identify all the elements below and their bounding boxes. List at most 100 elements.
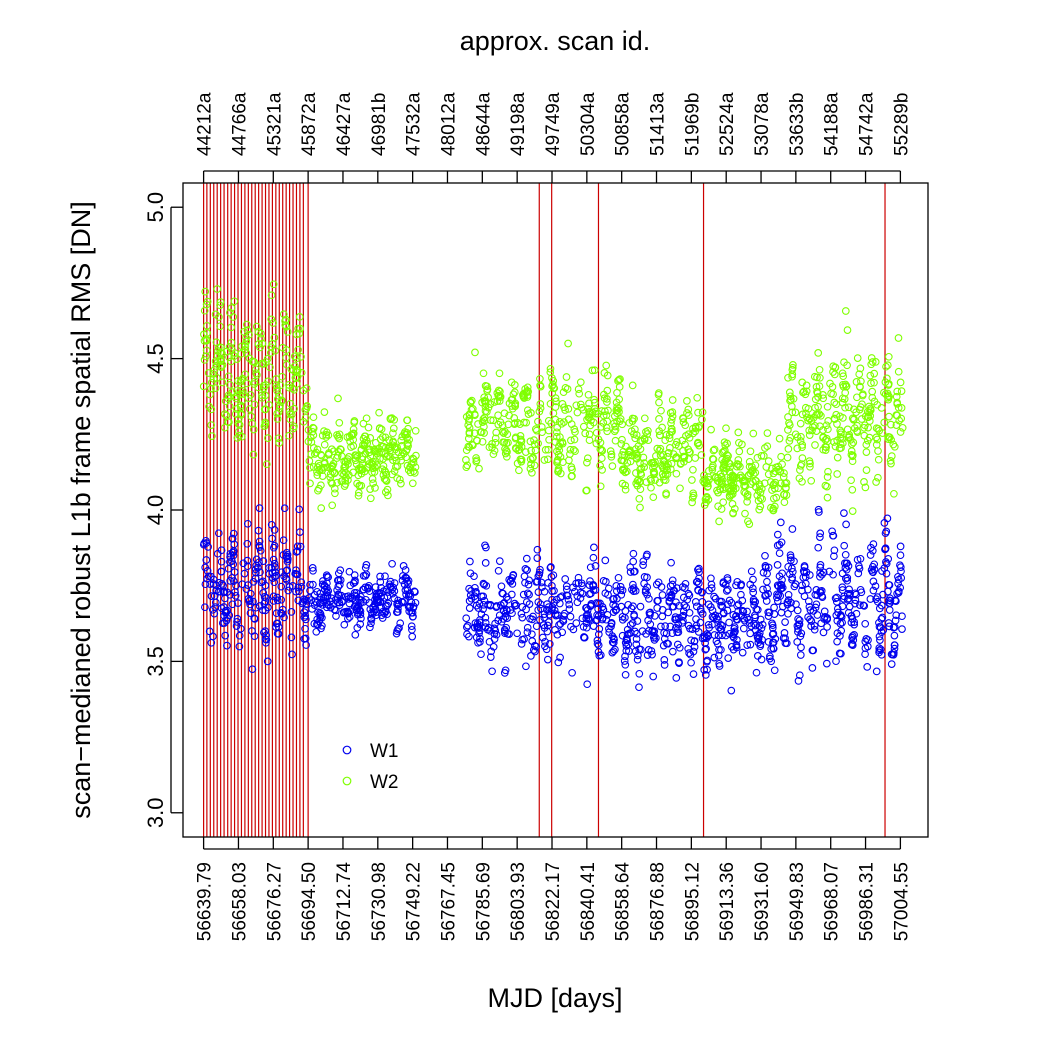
point-w2	[224, 372, 233, 381]
point-w1	[320, 585, 329, 594]
point-w2	[412, 451, 420, 460]
point-w1	[746, 640, 755, 649]
point-w1	[770, 603, 778, 612]
point-w2	[616, 415, 625, 423]
x-tick-label: 56913.36	[717, 862, 738, 941]
point-w2	[795, 474, 804, 483]
point-w2	[357, 445, 366, 454]
x-tick-label: 56876.88	[648, 862, 669, 941]
point-w2	[411, 463, 420, 472]
point-w2	[831, 363, 840, 372]
point-w1	[627, 604, 636, 613]
point-w2	[565, 456, 573, 465]
point-w1	[482, 543, 490, 552]
point-w1	[382, 602, 390, 611]
point-w1	[705, 586, 713, 595]
point-w1	[812, 586, 821, 594]
point-w2	[722, 464, 731, 473]
point-w1	[269, 597, 278, 605]
point-w1	[894, 588, 903, 597]
point-w2	[704, 473, 713, 481]
point-w1	[621, 670, 630, 679]
point-w1	[594, 599, 603, 608]
point-w2	[510, 381, 519, 389]
point-w2	[618, 479, 627, 488]
point-w1	[730, 624, 739, 633]
point-w2	[564, 339, 572, 348]
point-w2	[720, 446, 729, 455]
point-w2	[606, 447, 615, 455]
point-w2	[647, 483, 655, 492]
point-w1	[589, 553, 598, 562]
point-w2	[207, 405, 216, 414]
point-w1	[350, 571, 359, 579]
point-w1	[816, 561, 825, 569]
point-w1	[688, 625, 697, 633]
point-w2	[813, 389, 822, 397]
point-w1	[884, 580, 893, 589]
point-w1	[263, 657, 272, 666]
point-w1	[467, 594, 476, 603]
point-w2	[693, 439, 702, 448]
point-w2	[722, 424, 730, 433]
top-tick-label: 55289b	[891, 93, 912, 156]
point-w2	[743, 497, 751, 506]
point-w2	[644, 436, 653, 445]
point-w2	[231, 410, 240, 418]
point-w2	[296, 324, 305, 333]
point-w1	[687, 658, 695, 667]
point-w2	[780, 490, 789, 499]
point-w2	[860, 431, 869, 440]
point-w1	[681, 584, 689, 592]
point-w1	[805, 571, 814, 579]
point-w1	[869, 577, 878, 586]
point-w2	[228, 388, 237, 396]
point-w2	[370, 468, 379, 476]
point-w1	[411, 588, 419, 596]
top-axis-title: approx. scan id.	[460, 26, 651, 56]
point-w1	[798, 581, 806, 590]
point-w1	[593, 636, 602, 645]
point-w1	[497, 582, 506, 591]
point-w1	[318, 613, 326, 622]
point-w2	[685, 433, 694, 442]
point-w2	[841, 307, 850, 315]
point-w1	[320, 582, 329, 590]
point-w1	[667, 594, 675, 602]
point-w1	[472, 587, 480, 596]
point-w1	[381, 607, 390, 615]
point-w1	[808, 646, 817, 655]
point-w2	[870, 397, 879, 406]
point-w1	[646, 620, 655, 629]
point-w1	[882, 559, 891, 568]
point-w1	[381, 572, 389, 581]
point-w1	[747, 567, 756, 576]
point-w1	[228, 534, 237, 543]
point-w2	[375, 408, 383, 417]
point-w2	[842, 382, 851, 390]
point-w2	[541, 445, 550, 454]
point-w2	[821, 481, 830, 490]
point-w2	[556, 469, 565, 478]
point-w1	[534, 598, 543, 606]
point-w2	[728, 500, 737, 508]
point-w2	[819, 433, 827, 442]
point-w2	[725, 493, 734, 501]
point-w2	[632, 469, 640, 477]
point-w1	[521, 565, 530, 573]
point-w2	[252, 322, 261, 331]
point-w2	[527, 409, 535, 417]
x-tick-label: 56803.93	[508, 862, 529, 941]
point-w1	[316, 609, 324, 617]
point-w2	[333, 451, 342, 460]
point-w1	[532, 622, 541, 631]
point-w1	[287, 633, 296, 642]
point-w1	[595, 625, 604, 633]
point-w2	[746, 447, 755, 456]
point-w1	[815, 508, 823, 516]
point-w1	[334, 569, 343, 578]
point-w2	[598, 466, 606, 474]
point-w2	[755, 480, 764, 489]
point-w2	[883, 361, 892, 370]
point-w2	[320, 408, 329, 416]
